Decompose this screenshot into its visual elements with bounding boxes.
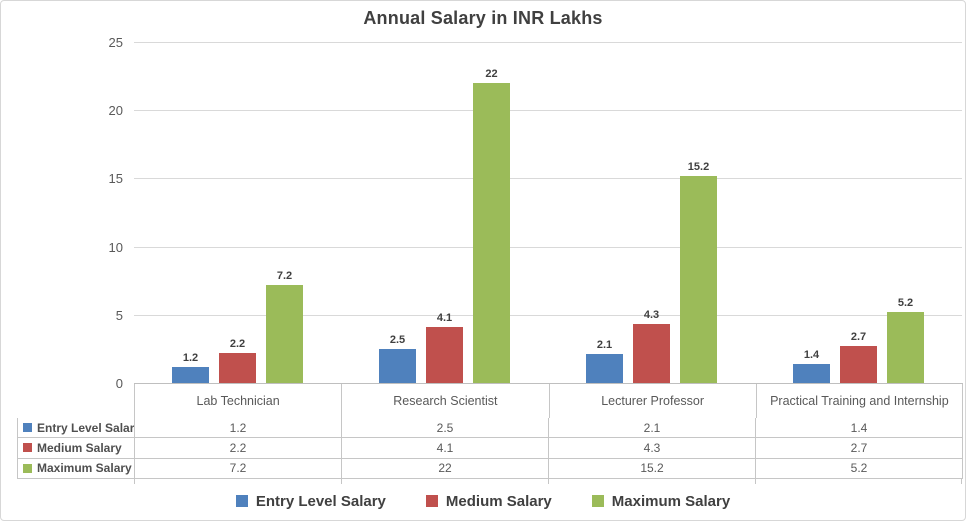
series-name: Medium Salary [37, 440, 122, 455]
series-name: Maximum Salary [37, 461, 132, 476]
table-value-cell: 2.7 [756, 438, 963, 459]
bar-group: 2.5 4.1 22 [341, 42, 548, 383]
bar [840, 346, 877, 383]
table-value-cell: 5.2 [756, 458, 963, 479]
bar-data-label: 22 [485, 67, 498, 80]
bar-data-label: 2.1 [596, 339, 613, 352]
bar-data-label: 15.2 [687, 160, 710, 173]
table-value-cell: 15.2 [549, 458, 756, 479]
bar-data-label: 2.5 [389, 333, 406, 346]
table-row-header: Entry Level Salary [18, 418, 135, 439]
legend-item: Maximum Salary [591, 492, 731, 510]
y-axis-tick-label: 20 [108, 103, 123, 119]
bar-group: 1.2 2.2 7.2 [134, 42, 341, 383]
axis-tick-mark [961, 479, 962, 484]
axis-tick-mark [341, 479, 342, 484]
axis-tick-mark [134, 479, 135, 484]
table-row-header: Medium Salary [18, 438, 135, 459]
bar-data-label: 2.7 [850, 331, 867, 344]
series-key-icon [23, 423, 32, 433]
bar [172, 366, 209, 383]
bar-group: 1.4 2.7 5.2 [755, 42, 962, 383]
bar [680, 175, 717, 383]
table-value-cell: 1.4 [756, 418, 963, 439]
bar-wrap: 2.7 [840, 331, 877, 383]
bar-data-label: 1.2 [182, 351, 199, 364]
y-axis-tick-label: 25 [108, 35, 123, 50]
gridline [134, 246, 962, 248]
bar-wrap: 4.3 [633, 309, 670, 383]
table-value-cell: 2.1 [549, 418, 756, 439]
bar-data-label: 4.1 [436, 312, 453, 325]
legend-key-icon [235, 495, 248, 507]
bar-wrap: 1.2 [172, 352, 209, 383]
gridline [134, 110, 962, 112]
bar-data-label: 4.3 [643, 309, 660, 322]
y-axis-tick-label: 15 [108, 171, 123, 187]
category-label: Lecturer Professor [548, 384, 756, 418]
chart-title: Annual Salary in INR Lakhs [363, 8, 603, 28]
series-key-icon [23, 443, 32, 453]
y-axis-tick-label: 5 [115, 307, 123, 323]
table-row-header: Maximum Salary [18, 458, 135, 479]
legend-key-icon [591, 495, 604, 507]
y-axis-tick-label: 0 [115, 376, 123, 391]
bar-wrap: 5.2 [887, 297, 924, 383]
legend-key-icon [425, 495, 438, 507]
bar-data-label: 7.2 [276, 269, 293, 282]
bar [379, 348, 416, 383]
table-value-cell: 7.2 [135, 458, 342, 479]
table-value-cell: 2.5 [342, 418, 549, 439]
bar [586, 354, 623, 383]
table-value-cell: 2.2 [135, 438, 342, 459]
bar-wrap: 7.2 [266, 270, 303, 383]
category-axis: Lab Technician Research Scientist Lecturer… [134, 383, 963, 418]
axis-tick-mark [755, 479, 756, 484]
bar-wrap: 4.1 [426, 312, 463, 383]
axis-tick-mark [548, 479, 549, 484]
bar [887, 312, 924, 383]
bar-wrap: 1.4 [793, 349, 830, 383]
series-name: Entry Level Salary [37, 420, 135, 435]
legend-label: Medium Salary [445, 492, 552, 510]
data-table: Entry Level Salary 1.2 2.5 2.1 1.4 Medium Sal… [17, 418, 963, 479]
legend-item: Medium Salary [425, 492, 552, 510]
gridline [134, 42, 962, 43]
legend: Entry Level Salary Medium Salary Maximum S… [1, 484, 965, 518]
category-label: Practical Training and Internship [755, 384, 963, 418]
bar [633, 324, 670, 383]
table-value-cell: 4.1 [342, 438, 549, 459]
legend-item: Entry Level Salary [235, 492, 386, 510]
category-label: Lab Technician [134, 384, 341, 418]
gridline [134, 314, 962, 316]
bar-data-label: 5.2 [897, 297, 914, 310]
bar-data-label: 2.2 [229, 338, 246, 350]
bar [793, 363, 830, 383]
bar-wrap: 22 [473, 68, 510, 383]
series-key-icon [23, 463, 32, 473]
legend-label: Maximum Salary [611, 492, 731, 510]
bar-wrap: 2.2 [219, 338, 256, 383]
table-value-cell: 1.2 [135, 418, 342, 439]
gridline [134, 178, 962, 180]
bar-group: 2.1 4.3 15.2 [548, 42, 755, 383]
bar-wrap: 2.5 [379, 334, 416, 383]
bar-wrap: 15.2 [680, 161, 717, 383]
table-value-cell: 22 [342, 458, 549, 479]
bar-wrap: 2.1 [586, 339, 623, 383]
category-label: Research Scientist [341, 384, 548, 418]
y-axis-tick-label: 10 [108, 239, 123, 255]
bar [219, 353, 256, 383]
table-value-cell: 4.3 [549, 438, 756, 459]
bar [426, 327, 463, 383]
bar [266, 284, 303, 383]
legend-label: Entry Level Salary [255, 492, 386, 510]
bar [473, 82, 510, 383]
bar-data-label: 1.4 [803, 348, 820, 361]
